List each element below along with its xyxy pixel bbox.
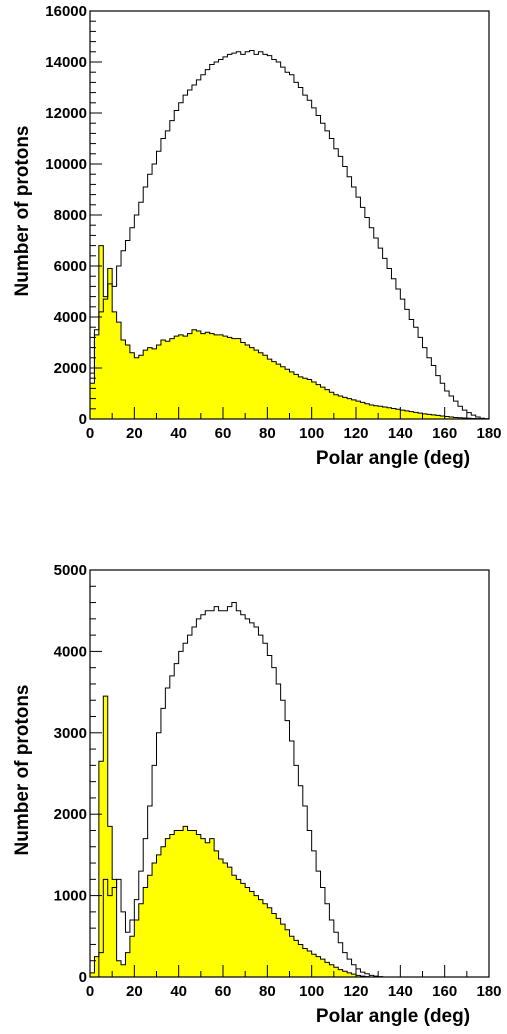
x-tick-label: 180 (476, 425, 501, 442)
y-tick-label: 14000 (45, 54, 87, 71)
y-tick-label: 10000 (45, 156, 87, 173)
y-tick-label: 0 (79, 411, 87, 428)
y-tick-label: 3000 (54, 725, 87, 742)
x-tick-label: 180 (476, 983, 501, 1000)
x-tick-label: 20 (126, 425, 143, 442)
y-axis-title: Number of protons (12, 126, 33, 297)
filled-histogram-series (89, 245, 490, 420)
x-tick-label: 60 (215, 983, 232, 1000)
x-tick-label: 160 (432, 425, 457, 442)
y-tick-label: 6000 (54, 258, 87, 275)
x-tick-label: 140 (388, 983, 413, 1000)
x-tick-label: 20 (126, 983, 143, 1000)
x-tick-label: 120 (343, 983, 368, 1000)
y-tick-label: 16000 (45, 3, 87, 20)
x-tick-label: 80 (259, 983, 276, 1000)
y-tick-label: 2000 (54, 360, 87, 377)
x-tick-label: 0 (86, 983, 94, 1000)
y-tick-label: 2000 (54, 806, 87, 823)
x-tick-label: 140 (388, 425, 413, 442)
bottom-histogram-panel: 0 20 40 60 80 100 120 140 160 180 0 1000 2000 3000 400… (12, 562, 502, 1027)
y-tick-label: 5000 (54, 562, 87, 579)
y-tick-label: 4000 (54, 309, 87, 326)
outline-histogram-series (89, 50, 490, 420)
x-tick-label: 120 (343, 425, 368, 442)
x-tick-label: 160 (432, 983, 457, 1000)
y-tick-label: 1000 (54, 888, 87, 905)
top-histogram-panel: 0 20 40 60 80 100 120 140 160 180 0 2000 4000 6000 800… (12, 3, 502, 469)
y-tick-label: 4000 (54, 643, 87, 660)
y-tick-label: 8000 (54, 207, 87, 224)
x-tick-label: 100 (299, 425, 324, 442)
x-tick-label: 40 (170, 983, 187, 1000)
y-tick-label: 12000 (45, 105, 87, 122)
x-tick-label: 0 (86, 425, 94, 442)
x-tick-label: 100 (299, 983, 324, 1000)
x-tick-label: 40 (170, 425, 187, 442)
x-axis-title: Polar angle (deg) (316, 448, 470, 469)
x-axis-title: Polar angle (deg) (316, 1006, 470, 1027)
x-tick-label: 60 (215, 425, 232, 442)
y-axis-title: Number of protons (12, 685, 33, 856)
x-tick-label: 80 (259, 425, 276, 442)
y-tick-label: 0 (79, 969, 87, 986)
